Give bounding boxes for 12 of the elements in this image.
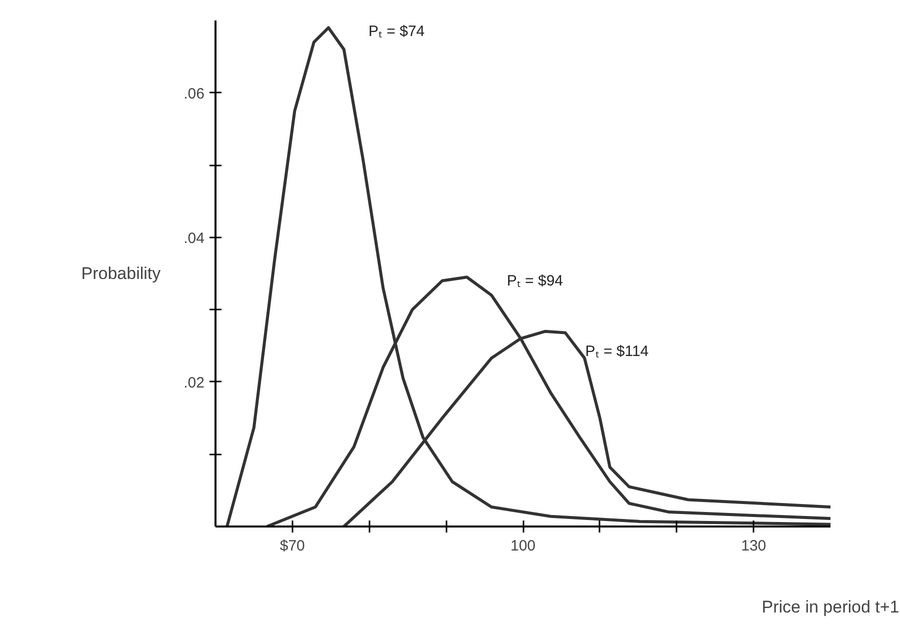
y-tick-label: .02 <box>184 374 205 392</box>
annotation: Pₜ = $94 <box>506 272 564 290</box>
x-tick-label: 100 <box>510 538 536 554</box>
x-tick-label: 130 <box>741 538 766 554</box>
y-axis-title: Probability <box>81 264 162 283</box>
annotation: Pₜ = $114 <box>585 342 649 360</box>
line-series <box>226 26 830 526</box>
y-tick-label: .04 <box>184 230 205 247</box>
y-tick-label: .06 <box>184 85 205 102</box>
x-tick-label: $70 <box>280 538 305 554</box>
annotation: Pₜ = $74 <box>368 23 425 40</box>
x-axis-title: Price in period t+1 <box>762 598 900 616</box>
